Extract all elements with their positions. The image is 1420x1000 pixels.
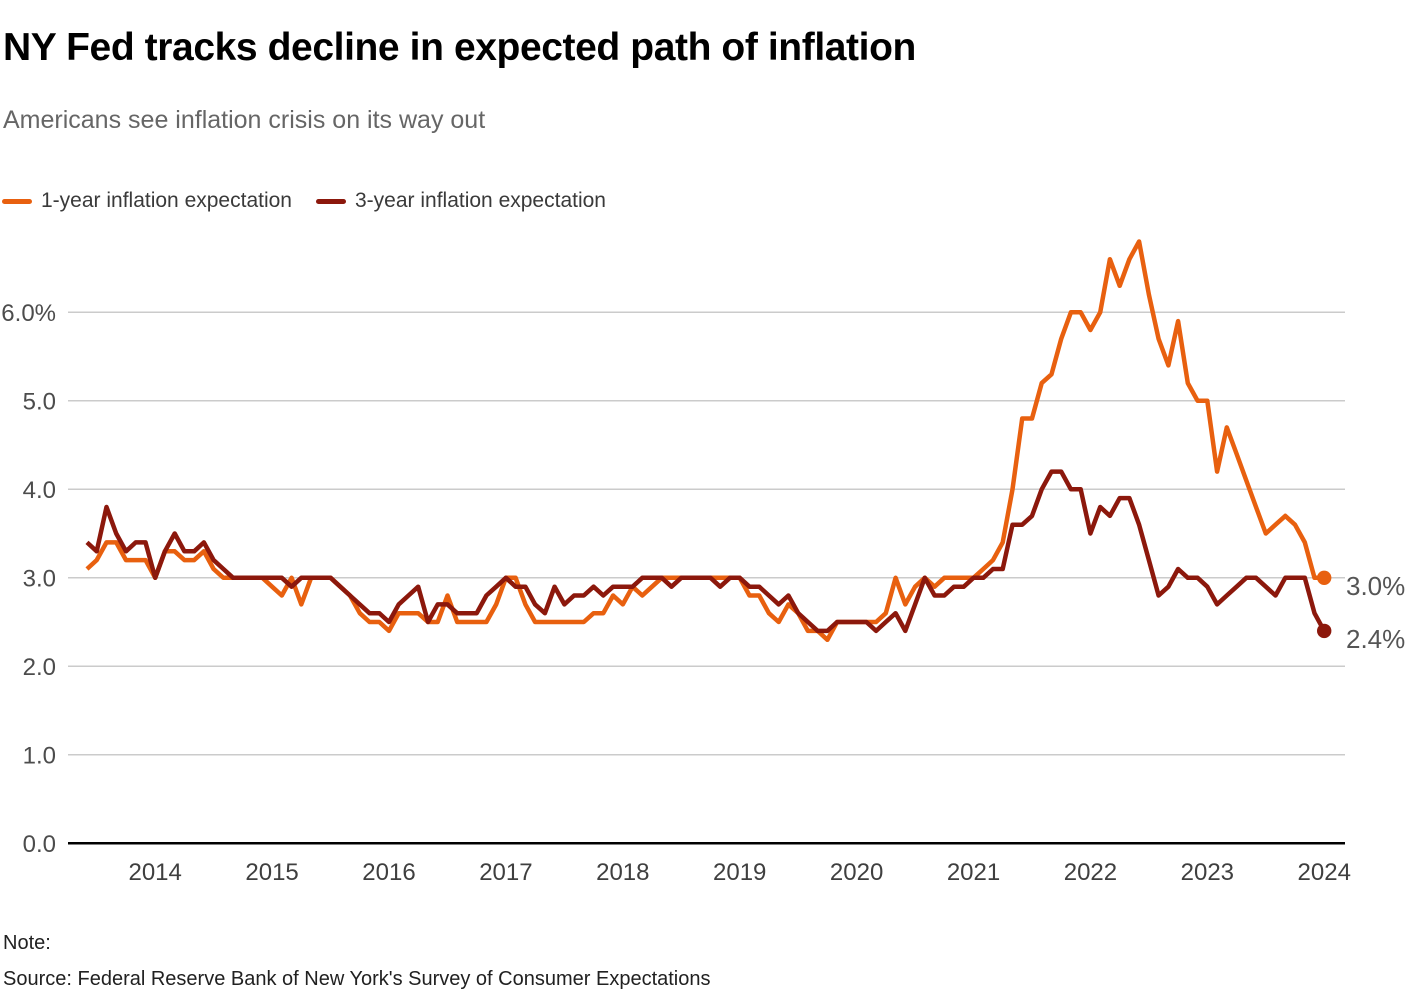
y-tick-label: 5.0 — [23, 388, 56, 415]
legend-swatch-3-year — [316, 198, 346, 204]
y-tick-label: 2.0 — [23, 654, 56, 681]
y-tick-label: 1.0 — [23, 742, 56, 769]
legend-label-1-year: 1-year inflation expectation — [41, 189, 292, 212]
footer-note-label: Note: — [3, 932, 51, 954]
x-tick-label: 2020 — [830, 859, 883, 886]
x-tick-label: 2021 — [947, 859, 1000, 886]
legend-item-1-year: 1-year inflation expectation — [2, 189, 292, 213]
series-end-dot-3-year — [1317, 623, 1332, 639]
series-end-dot-1-year — [1317, 570, 1332, 585]
x-tick-label: 2022 — [1064, 859, 1117, 886]
footer-source: Source: Federal Reserve Bank of New York… — [3, 968, 711, 990]
end-label-1-year: 3.0% — [1346, 570, 1406, 601]
y-tick-label: 3.0 — [23, 565, 56, 592]
legend-item-3-year: 3-year inflation expectation — [316, 189, 606, 213]
end-label-3-year: 2.4% — [1346, 623, 1406, 654]
x-tick-label: 2019 — [713, 859, 766, 886]
x-tick-label: 2015 — [245, 859, 298, 886]
x-tick-label: 2017 — [479, 859, 532, 886]
x-tick-label: 2018 — [596, 859, 649, 886]
x-tick-label: 2024 — [1298, 859, 1351, 886]
x-tick-label: 2016 — [362, 859, 415, 886]
series-line-3-year — [85, 469, 1327, 634]
page-subtitle: Americans see inflation crisis on its wa… — [3, 106, 486, 134]
y-tick-label: 0.0 — [23, 831, 56, 858]
legend-label-3-year: 3-year inflation expectation — [355, 189, 606, 212]
page-title: NY Fed tracks decline in expected path o… — [3, 26, 916, 69]
legend-swatch-1-year — [2, 198, 32, 204]
legend: 1-year inflation expectation 3-year infl… — [2, 189, 606, 213]
series-line-1-year — [85, 239, 1325, 643]
y-tick-label: 4.0 — [23, 477, 56, 504]
y-tick-label: 6.0% — [1, 300, 56, 327]
x-tick-label: 2023 — [1181, 859, 1234, 886]
x-tick-label: 2014 — [128, 859, 181, 886]
